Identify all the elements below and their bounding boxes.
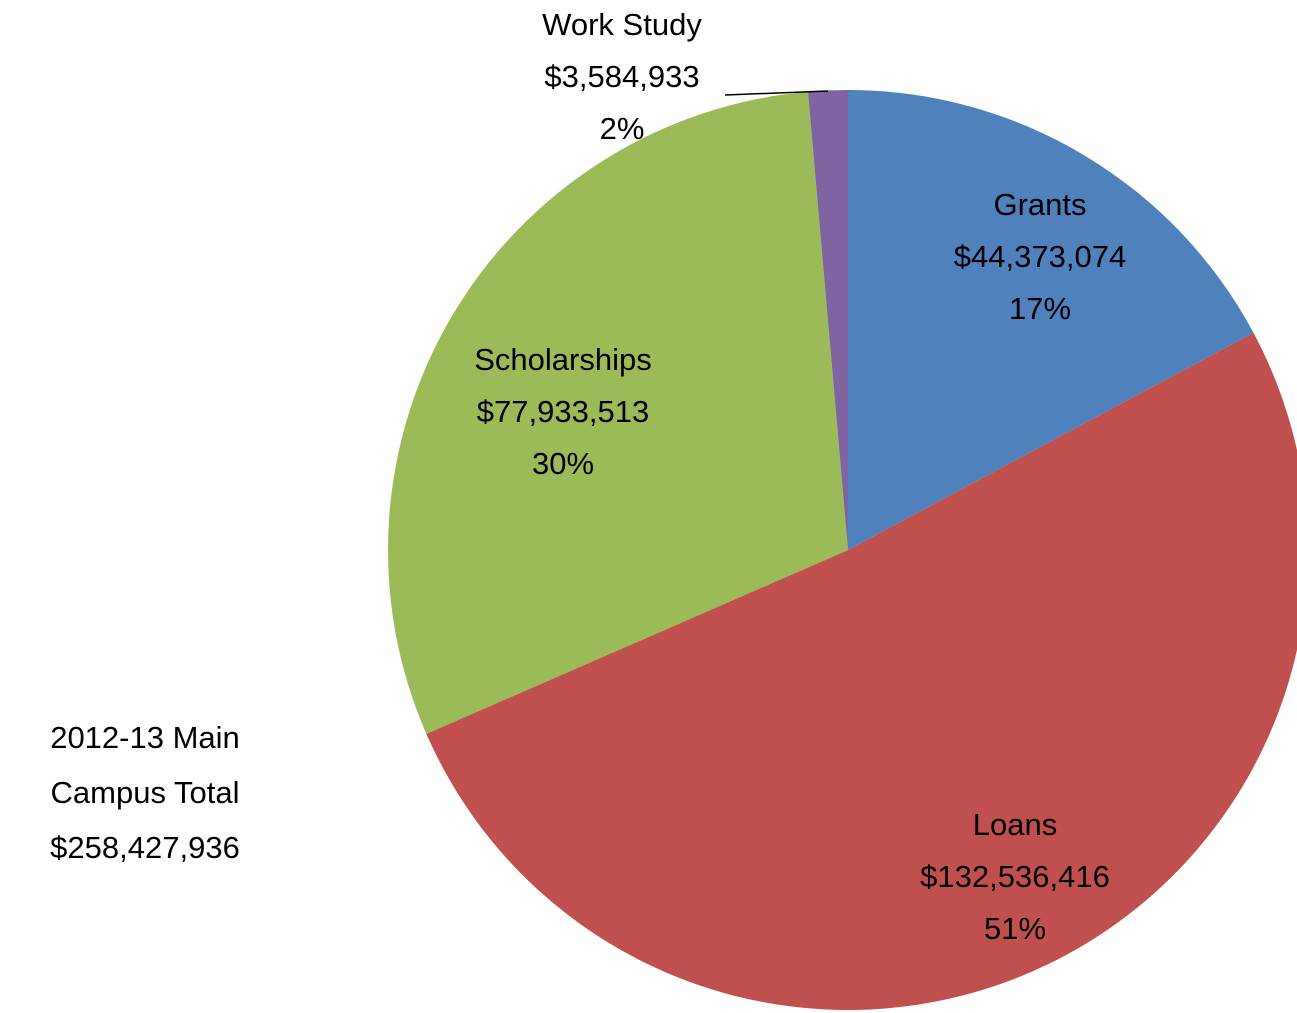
value-label: $44,373,074: [954, 239, 1126, 274]
percent-label: 17%: [1009, 291, 1071, 326]
pie-slice: [388, 91, 848, 734]
slice-label: Scholarships: [474, 342, 651, 377]
pie-slice: [426, 332, 1297, 1010]
value-label: $3,584,933: [544, 59, 699, 94]
percent-label: 30%: [532, 446, 594, 481]
percent-label: 51%: [984, 911, 1046, 946]
leader-line: [724, 90, 829, 96]
value-label: $77,933,513: [477, 394, 649, 429]
slice-label: Loans: [973, 807, 1057, 842]
slice-label: Grants: [993, 187, 1086, 222]
pie-slice: [848, 90, 1254, 550]
slice-label: Work Study: [542, 7, 702, 42]
value-label: $132,536,416: [920, 859, 1110, 894]
annotation: $258,427,936: [50, 830, 240, 865]
annotation: 2012-13 Main: [50, 720, 240, 755]
labels: Grants $44,373,074 17% Loans $132,536,416 51%…: [474, 7, 1126, 946]
pie: [388, 90, 1297, 1010]
percent-label: 2%: [600, 111, 645, 146]
pie-slice: [807, 90, 848, 550]
annotation: Campus Total: [51, 775, 240, 810]
